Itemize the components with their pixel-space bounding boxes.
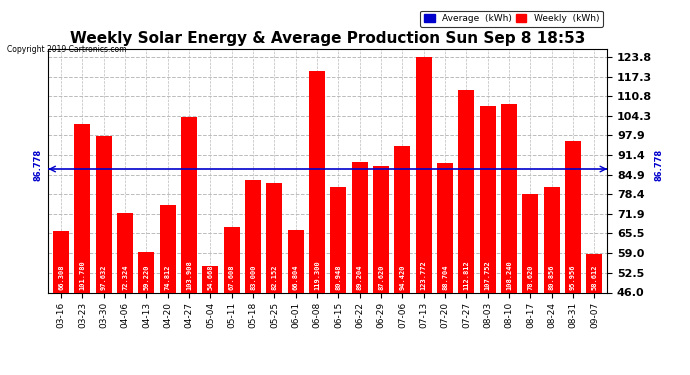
- Text: 58.612: 58.612: [591, 265, 598, 290]
- Text: 74.812: 74.812: [165, 265, 170, 290]
- Bar: [373, 166, 389, 292]
- Bar: [309, 70, 325, 292]
- Text: 66.804: 66.804: [293, 265, 299, 290]
- Text: 83.000: 83.000: [250, 265, 256, 290]
- Text: 59.220: 59.220: [144, 265, 150, 290]
- Text: 88.704: 88.704: [442, 265, 448, 290]
- Text: 78.620: 78.620: [527, 265, 533, 290]
- Text: 108.240: 108.240: [506, 260, 512, 290]
- Text: Copyright 2019 Cartronics.com: Copyright 2019 Cartronics.com: [7, 45, 126, 54]
- Text: 103.908: 103.908: [186, 260, 192, 290]
- Bar: [117, 213, 133, 292]
- Bar: [245, 180, 261, 292]
- Text: 67.608: 67.608: [229, 265, 235, 290]
- Text: 86.778: 86.778: [654, 149, 664, 182]
- Text: 80.856: 80.856: [549, 265, 555, 290]
- Bar: [266, 183, 282, 292]
- Text: 80.948: 80.948: [335, 265, 342, 290]
- Bar: [202, 266, 219, 292]
- Text: 89.204: 89.204: [357, 265, 363, 290]
- Bar: [586, 254, 602, 292]
- Text: 95.956: 95.956: [570, 265, 576, 290]
- Bar: [181, 117, 197, 292]
- Text: 107.752: 107.752: [485, 260, 491, 290]
- Text: 72.324: 72.324: [122, 265, 128, 290]
- Text: 101.780: 101.780: [79, 260, 86, 290]
- Bar: [160, 205, 176, 292]
- Bar: [96, 136, 112, 292]
- Bar: [395, 146, 411, 292]
- Text: 119.300: 119.300: [314, 260, 320, 290]
- Bar: [501, 104, 517, 292]
- Bar: [544, 187, 560, 292]
- Bar: [331, 187, 346, 292]
- Text: 66.308: 66.308: [58, 265, 64, 290]
- Bar: [522, 194, 538, 292]
- Text: 54.668: 54.668: [208, 265, 213, 290]
- Text: 94.420: 94.420: [400, 265, 406, 290]
- Bar: [139, 252, 155, 292]
- Text: 87.620: 87.620: [378, 265, 384, 290]
- Legend: Average  (kWh), Weekly  (kWh): Average (kWh), Weekly (kWh): [420, 10, 602, 27]
- Bar: [416, 57, 432, 292]
- Text: 112.812: 112.812: [464, 260, 469, 290]
- Text: 123.772: 123.772: [421, 260, 426, 290]
- Bar: [352, 162, 368, 292]
- Bar: [75, 124, 90, 292]
- Bar: [565, 141, 581, 292]
- Title: Weekly Solar Energy & Average Production Sun Sep 8 18:53: Weekly Solar Energy & Average Production…: [70, 31, 585, 46]
- Text: 86.778: 86.778: [33, 149, 43, 182]
- Text: 82.152: 82.152: [271, 265, 277, 290]
- Text: 97.632: 97.632: [101, 265, 107, 290]
- Bar: [480, 105, 495, 292]
- Bar: [458, 90, 475, 292]
- Bar: [437, 163, 453, 292]
- Bar: [53, 231, 69, 292]
- Bar: [288, 230, 304, 292]
- Bar: [224, 227, 239, 292]
